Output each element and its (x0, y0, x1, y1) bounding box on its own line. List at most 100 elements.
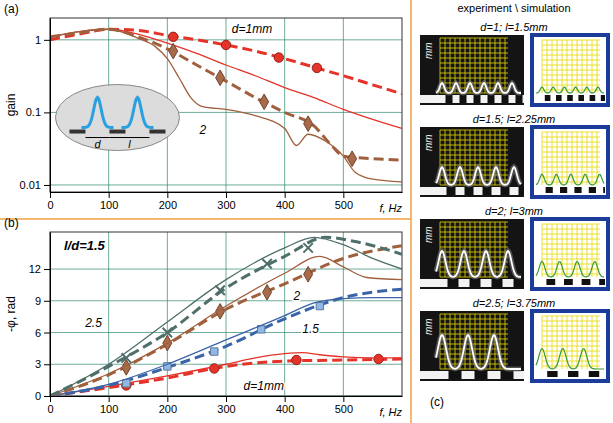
marker (304, 267, 313, 283)
experiment-image: mm (420, 127, 524, 197)
annotation: 2.5 (84, 316, 102, 330)
image-background (532, 127, 608, 197)
mesh-line (542, 326, 600, 327)
x-tick-label: 100 (100, 403, 118, 415)
y-tick-label: 6 (35, 327, 41, 339)
electrode (560, 187, 567, 193)
marker (292, 355, 301, 364)
x-tick: 500 (335, 396, 353, 415)
annotation: d=1mm (244, 379, 284, 393)
separator (0, 218, 411, 220)
mesh-line (542, 341, 600, 342)
x-tick-mark (167, 192, 168, 198)
grid-line (284, 18, 285, 192)
mesh-line (440, 140, 508, 141)
unit-label: mm (423, 318, 434, 335)
grid-line (226, 232, 227, 396)
electrode (603, 187, 605, 193)
electrode (546, 187, 553, 193)
inset-label: l (128, 138, 131, 150)
y-tick-mark (44, 269, 50, 270)
marker (312, 63, 321, 72)
electrode (109, 130, 125, 134)
x-axis: 0100200300400500 (47, 192, 402, 211)
electrode (547, 371, 557, 377)
panel-label: (a) (4, 2, 19, 16)
marker (274, 53, 283, 62)
electrode (567, 95, 573, 101)
mesh-line (542, 264, 600, 265)
separator (410, 0, 412, 423)
simulation-line (50, 237, 402, 396)
simulation-image (532, 311, 608, 381)
mesh-line (542, 321, 600, 322)
simulation-line (50, 353, 402, 396)
marker (210, 364, 219, 373)
grid (50, 18, 402, 192)
simulation-image (532, 127, 608, 197)
x-tick-mark (285, 192, 286, 198)
subtitle: l/d=1.5 (64, 238, 106, 253)
mesh-line (440, 73, 508, 74)
x-tick-mark (343, 396, 344, 402)
mesh-line (542, 351, 600, 352)
electrode (514, 279, 525, 287)
x-tick-label: 400 (276, 403, 294, 415)
mesh-line (542, 244, 600, 245)
row-title: d=1.5; l=2.25mm (473, 113, 556, 125)
mesh-line (440, 130, 508, 131)
simulation-line (50, 29, 402, 128)
mesh-line (440, 227, 508, 228)
annotation: 1.5 (302, 322, 319, 336)
electrode (599, 279, 605, 285)
mesh-line (440, 58, 508, 59)
mesh-line (542, 40, 600, 41)
electrode (519, 187, 525, 195)
y-tick: 9 (35, 295, 50, 307)
mesh-line (542, 356, 600, 357)
mesh-line (542, 60, 600, 61)
x-tick-mark (226, 192, 227, 198)
electrode (492, 279, 503, 287)
electrode (582, 279, 591, 285)
marker (303, 243, 312, 252)
y-axis: 036912 (29, 233, 51, 403)
y-axis-line (50, 233, 51, 397)
plot-frame (50, 18, 402, 192)
experiment-image: mm (420, 219, 524, 289)
x-tick-mark (285, 396, 286, 402)
pressure-profile (536, 87, 604, 93)
image-background (532, 311, 608, 381)
unit-label: mm (423, 134, 434, 151)
y-tick-mark (44, 364, 50, 365)
x-tick-label: 500 (335, 199, 353, 211)
marker (374, 354, 383, 363)
pressure-profile (536, 261, 604, 277)
mesh-line (542, 182, 600, 183)
x-tick: 500 (335, 192, 353, 211)
mesh-line (542, 152, 600, 153)
electrode (564, 279, 573, 285)
y-tick-mark (44, 185, 50, 186)
inset-background (55, 85, 179, 151)
x-tick-mark (109, 192, 110, 198)
image-background (532, 35, 608, 105)
inset-label: d (94, 138, 101, 150)
plot: dl01002003004005000.010.11f, Hzgaind=1mm… (4, 18, 403, 214)
mesh-line (450, 130, 451, 185)
y-tick-label: 0 (35, 390, 41, 402)
inset: dl (55, 85, 179, 151)
x-tick-label: 0 (47, 199, 53, 211)
y-axis: 0.010.11 (20, 19, 51, 193)
marker (168, 32, 177, 41)
x-tick-mark (167, 396, 168, 402)
annotation: 2 (292, 289, 300, 303)
mesh-line (542, 142, 600, 143)
pressure-profile (536, 349, 604, 369)
mesh-line (440, 43, 508, 44)
mesh-line (542, 80, 600, 81)
experiment-line (50, 289, 402, 396)
electrode (488, 95, 495, 103)
panel-header: experiment \ simulation (457, 2, 570, 14)
mesh-line (542, 75, 600, 76)
